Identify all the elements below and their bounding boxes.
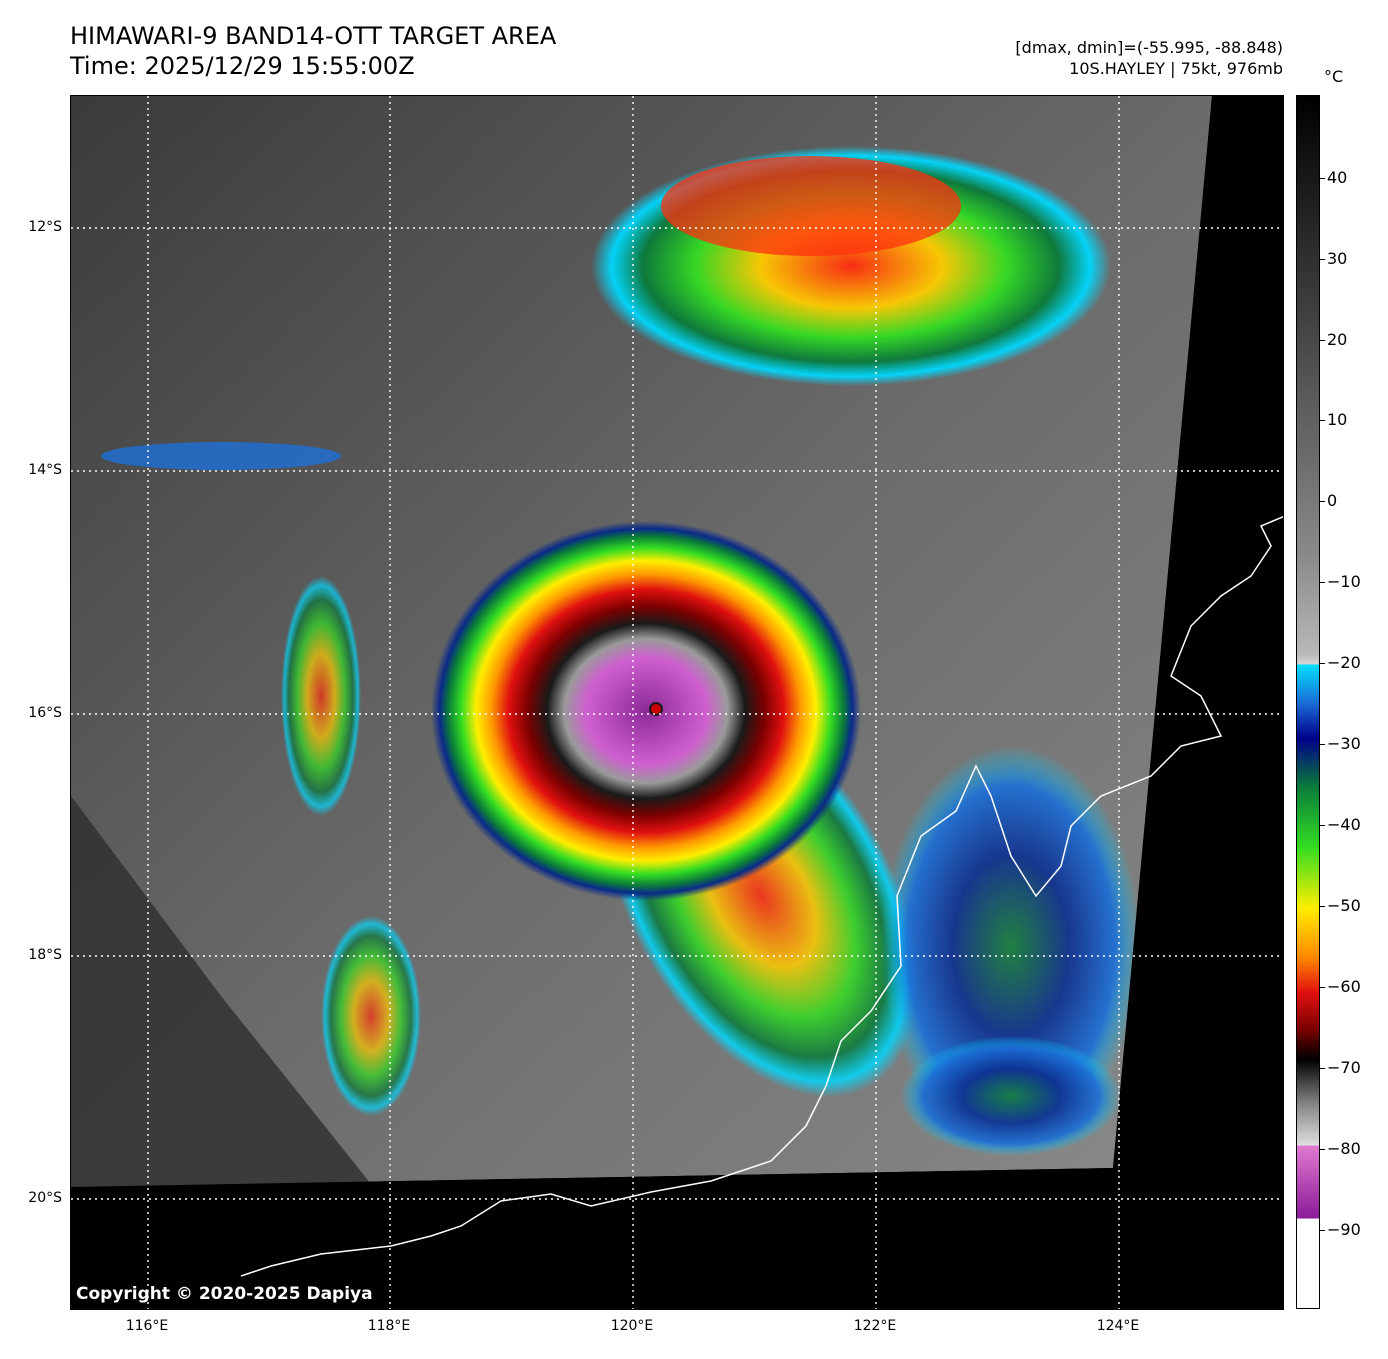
colorbar-tick <box>1320 744 1325 745</box>
lon-label-122e: 122°E <box>853 1318 897 1334</box>
colorbar-label-minus30: −30 <box>1327 734 1361 753</box>
colorbar-label-minus20: −20 <box>1327 653 1361 672</box>
east-convection <box>881 746 1141 1146</box>
no-data-south <box>71 1168 1113 1309</box>
west-band-1 <box>281 576 361 816</box>
lat-label-20s: 20°S <box>28 1190 62 1206</box>
lat-label-18s: 18°S <box>28 947 62 963</box>
graticule <box>71 96 1283 1309</box>
north-convection-core <box>661 156 961 256</box>
lat-label-16s: 16°S <box>28 705 62 721</box>
colorbar-tick <box>1320 987 1325 988</box>
cyclone-cdo <box>431 521 861 901</box>
colorbar-tick <box>1320 259 1325 260</box>
satellite-map <box>70 95 1284 1310</box>
lat-label-14s: 14°S <box>28 462 62 478</box>
colorbar-tick <box>1320 178 1325 179</box>
dark-sea-west <box>71 796 371 1187</box>
colorbar-unit: °C <box>1324 67 1344 86</box>
map-time: Time: 2025/12/29 15:55:00Z <box>70 52 415 80</box>
colorbar <box>1296 95 1320 1309</box>
colorbar-label-minus70: −70 <box>1327 1058 1361 1077</box>
colorbar-tick <box>1320 501 1325 502</box>
lon-label-116e: 116°E <box>125 1318 169 1334</box>
no-data-east <box>1113 96 1283 1309</box>
lon-label-124e: 124°E <box>1096 1318 1140 1334</box>
colorbar-tick <box>1320 340 1325 341</box>
southeast-convection <box>901 1036 1121 1156</box>
data-range: [dmax, dmin]=(-55.995, -88.848) <box>1015 38 1283 57</box>
storm-info: 10S.HAYLEY | 75kt, 976mb <box>1069 59 1283 78</box>
copyright-text: Copyright © 2020-2025 Dapiya <box>76 1284 373 1304</box>
west-band-2 <box>321 916 421 1116</box>
colorbar-tick <box>1320 663 1325 664</box>
colorbar-tick <box>1320 1149 1325 1150</box>
colorbar-label-20: 20 <box>1327 330 1348 349</box>
colorbar-label-minus10: −10 <box>1327 572 1361 591</box>
colorbar-label-minus90: −90 <box>1327 1220 1361 1239</box>
lon-label-118e: 118°E <box>367 1318 411 1334</box>
colorbar-label-minus80: −80 <box>1327 1139 1361 1158</box>
colorbar-label-40: 40 <box>1327 168 1348 187</box>
colorbar-label-minus60: −60 <box>1327 977 1361 996</box>
colorbar-tick <box>1320 906 1325 907</box>
northwest-band <box>101 442 341 470</box>
lon-label-120e: 120°E <box>610 1318 654 1334</box>
map-title: HIMAWARI-9 BAND14-OTT TARGET AREA <box>70 22 557 50</box>
colorbar-label-10: 10 <box>1327 410 1348 429</box>
colorbar-label-30: 30 <box>1327 249 1348 268</box>
coastline <box>240 516 1283 1277</box>
colorbar-tick <box>1320 825 1325 826</box>
colorbar-tick <box>1320 420 1325 421</box>
colorbar-tick <box>1320 1230 1325 1231</box>
cyclone-eye <box>649 702 663 716</box>
colorbar-label-0: 0 <box>1327 491 1338 510</box>
colorbar-tick <box>1320 582 1325 583</box>
colorbar-tick <box>1320 1068 1325 1069</box>
colorbar-label-minus40: −40 <box>1327 815 1361 834</box>
lat-label-12s: 12°S <box>28 219 62 235</box>
colorbar-label-minus50: −50 <box>1327 896 1361 915</box>
